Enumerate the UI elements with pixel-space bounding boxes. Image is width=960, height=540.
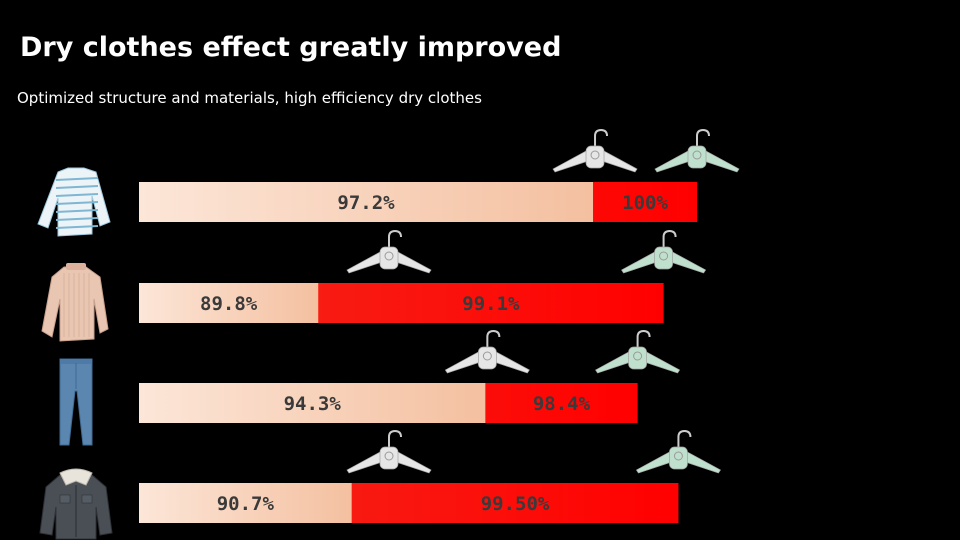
chart-row-t-shirt: 97.2% 100% [37,128,740,237]
white-hanger-icon [552,128,638,173]
bar-new-label-1: 99.1% [462,293,520,315]
bar-old-3 [139,483,352,523]
green-hanger-icon [654,128,740,173]
striped-shirt-icon [37,167,111,237]
bar-new-label-0: 100% [622,192,668,214]
bar-old-label-0: 97.2% [337,192,395,214]
bar-new-label-2: 98.4% [533,393,591,415]
green-hanger-icon [621,229,707,274]
page-title: Dry clothes effect greatly improved [20,32,562,63]
denim-jacket-icon [39,468,113,540]
chart-row-sweater: 89.8% 99.1% [41,229,707,342]
green-hanger-icon [595,329,681,374]
sweater-icon [41,263,109,342]
chart-row-jacket: 90.7% 99.50% [39,429,721,540]
bar-new-label-3: 99.50% [481,493,550,515]
chart-row-jeans: 94.3% 98.4% [59,329,681,446]
bar-old-1 [139,283,319,323]
bar-old-0 [139,182,594,222]
white-hanger-icon [346,429,432,474]
white-hanger-icon [444,329,530,374]
page-subtitle: Optimized structure and materials, high … [17,89,482,107]
bar-old-label-1: 89.8% [200,293,258,315]
white-hanger-icon [346,229,432,274]
bar-old-2 [139,383,486,423]
green-hanger-icon [635,429,721,474]
bar-old-label-2: 94.3% [284,393,342,415]
jeans-icon [59,358,93,446]
bar-old-label-3: 90.7% [217,493,275,515]
